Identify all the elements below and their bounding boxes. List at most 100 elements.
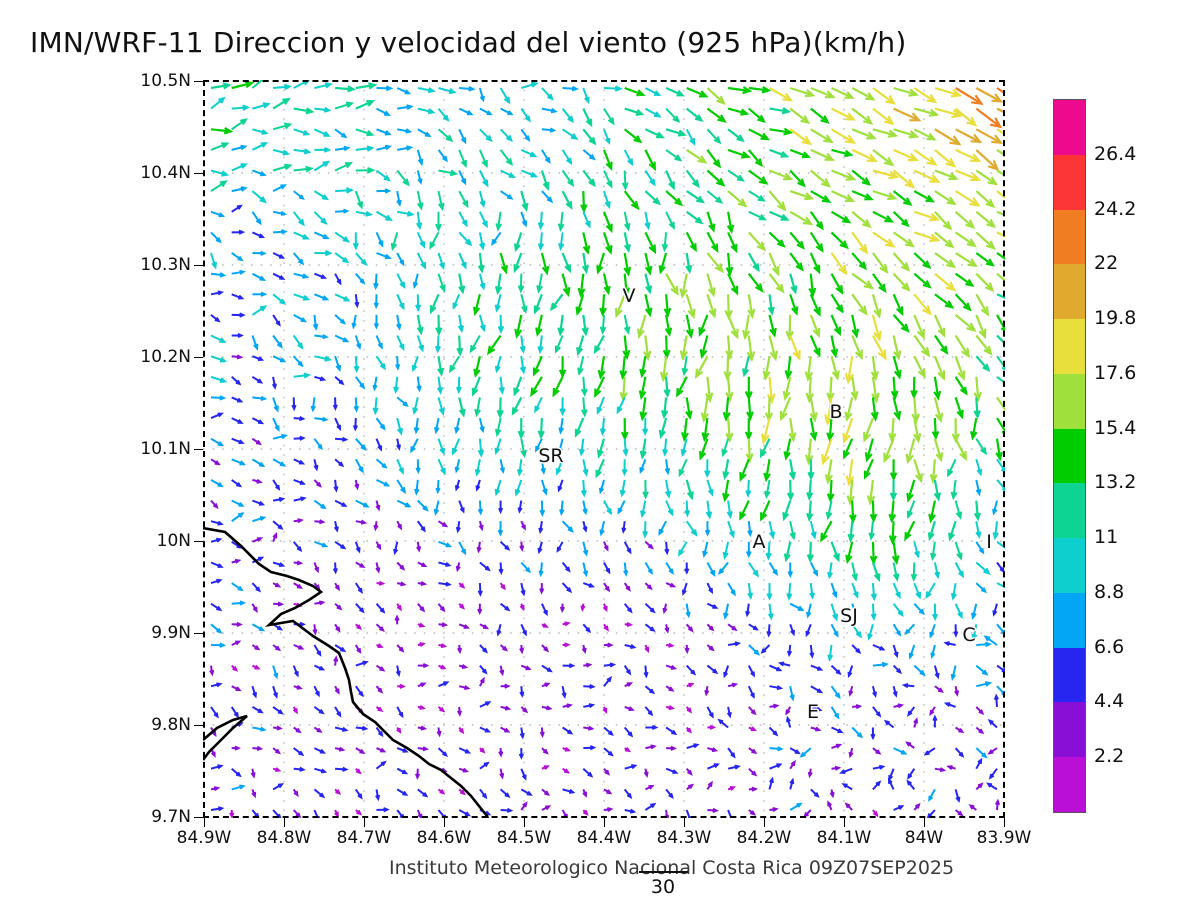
wind-arrow — [644, 685, 656, 695]
colorbar[interactable] — [1053, 99, 1086, 813]
wind-arrow — [663, 294, 672, 318]
wind-arrow — [582, 87, 590, 105]
wind-arrow — [777, 661, 791, 667]
wind-arrow — [789, 293, 799, 316]
wind-arrow — [934, 272, 957, 292]
wind-arrow — [996, 231, 1005, 238]
wind-arrow — [723, 603, 730, 620]
wind-arrow — [645, 724, 659, 731]
wind-arrow — [517, 418, 525, 440]
place-label-sr: SR — [538, 445, 564, 467]
wind-arrow — [706, 623, 715, 632]
wind-arrow — [396, 499, 412, 508]
wind-arrow — [375, 726, 384, 738]
wind-arrow — [975, 747, 988, 759]
wind-arrow — [870, 397, 879, 422]
wind-arrow — [950, 479, 958, 501]
wind-arrow — [438, 664, 447, 670]
wind-arrow — [913, 458, 923, 484]
wind-arrow — [870, 583, 877, 602]
wind-arrow — [830, 603, 839, 622]
wind-arrow — [685, 520, 698, 537]
wind-arrow — [725, 252, 734, 277]
wind-arrow — [415, 294, 422, 313]
wind-arrow — [562, 746, 572, 752]
wind-arrow — [975, 521, 982, 540]
wind-arrow — [623, 149, 634, 167]
wind-arrow — [701, 417, 710, 443]
wind-arrow — [353, 356, 360, 374]
wind-arrow — [271, 376, 277, 390]
wind-arrow — [272, 355, 287, 363]
wind-arrow — [293, 435, 306, 441]
wind-arrow — [478, 149, 488, 169]
wind-arrow — [943, 641, 956, 647]
wind-arrow — [396, 603, 402, 612]
wind-arrow — [541, 87, 554, 101]
wind-arrow — [928, 500, 936, 524]
wind-arrow — [352, 232, 359, 251]
wind-arrow — [644, 602, 656, 614]
wind-arrow — [582, 500, 588, 516]
wind-arrow — [209, 665, 215, 677]
wind-arrow — [390, 232, 399, 252]
wind-arrow — [499, 582, 506, 591]
wind-arrow — [934, 86, 963, 98]
wind-arrow — [373, 294, 379, 310]
wind-arrow — [375, 706, 384, 713]
wind-arrow — [658, 520, 667, 536]
wind-arrow — [293, 416, 306, 422]
wind-arrow — [541, 107, 558, 114]
wind-arrow — [417, 704, 426, 710]
wind-arrow — [334, 685, 340, 695]
wind-arrow — [355, 519, 368, 525]
wind-arrow — [851, 293, 868, 316]
wind-arrow — [437, 107, 450, 122]
wind-arrow — [210, 231, 222, 244]
wind-arrow — [438, 540, 453, 548]
wind-arrow — [293, 107, 315, 115]
wind-arrow — [354, 190, 363, 210]
wind-arrow — [973, 376, 982, 403]
wind-arrow — [458, 726, 465, 735]
wind-arrow — [892, 397, 902, 422]
wind-arrow — [519, 686, 525, 698]
wind-arrow — [458, 623, 470, 629]
coastline — [203, 526, 490, 818]
wind-arrow — [883, 438, 895, 464]
wind-arrow — [726, 500, 733, 520]
wind-arrow — [685, 603, 691, 619]
wind-arrow — [748, 190, 766, 202]
wind-arrow — [494, 355, 502, 374]
wind-arrow — [785, 706, 792, 716]
wind-arrow — [314, 293, 330, 301]
wind-arrow — [561, 190, 573, 210]
wind-arrow — [783, 438, 792, 461]
wind-arrow — [433, 500, 440, 516]
wind-arrow — [454, 479, 461, 492]
wind-arrow — [578, 438, 585, 457]
wind-arrow — [231, 640, 242, 646]
wind-arrow — [252, 499, 266, 506]
wind-arrow — [376, 478, 391, 487]
wind-arrow — [831, 726, 844, 733]
wind-arrow — [907, 706, 916, 717]
wind-arrow — [334, 540, 347, 550]
wind-arrow — [541, 664, 553, 673]
wind-arrow — [830, 231, 849, 250]
wind-arrow — [520, 128, 531, 142]
wind-arrow — [975, 355, 991, 373]
wind-arrow — [251, 335, 259, 351]
wind-arrow — [577, 273, 586, 298]
wind-arrow — [783, 541, 792, 563]
wind-vector-map[interactable] — [203, 80, 1005, 818]
wind-arrow — [727, 169, 745, 182]
wind-arrow — [892, 644, 899, 659]
wind-arrow — [272, 685, 278, 699]
wind-arrow — [700, 397, 710, 423]
wind-arrow — [520, 623, 527, 637]
wind-arrow — [686, 743, 700, 750]
wind-arrow — [809, 417, 818, 442]
wind-arrow — [486, 334, 502, 356]
wind-arrow — [685, 664, 697, 676]
